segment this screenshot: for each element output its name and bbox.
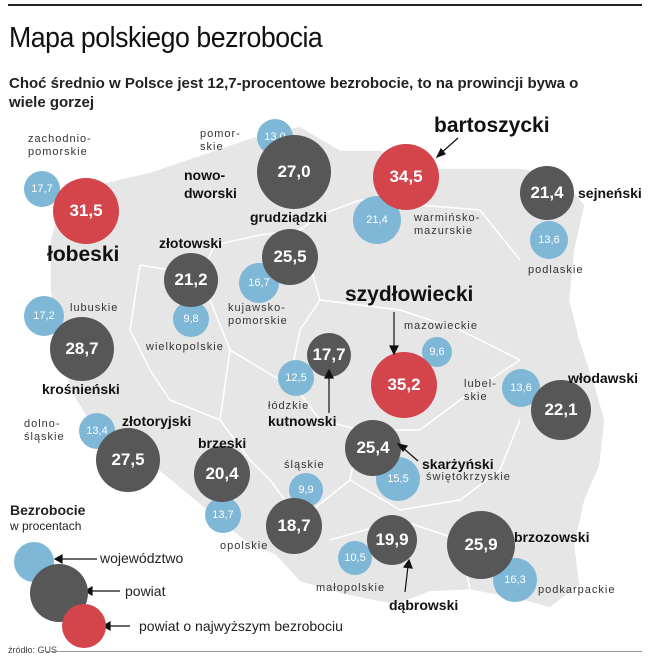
voivodeship-label-lubel-skie: lubel- skie (464, 378, 497, 403)
county-label-skarżyński: skarżyński (422, 456, 494, 472)
county-bubble-łobeski: 31,5 (53, 178, 119, 244)
voivodeship-label-podlaskie: podlaskie (528, 264, 584, 276)
voivodeship-label-mazowieckie: mazowieckie (404, 320, 478, 332)
voivodeship-label-zachodnio-pomorskie: zachodnio- pomorskie (28, 133, 92, 158)
bottom-rule (45, 651, 642, 652)
county-bubble-grudziądzki: 25,5 (262, 229, 318, 285)
county-bubble-bartoszycki: 34,5 (373, 144, 439, 210)
voivodeship-label-podkarpackie: podkarpackie (538, 584, 616, 596)
voivodeship-bubble-opolskie: 13,7 (205, 497, 241, 533)
voivodeship-label-lubuskie: lubuskie (70, 302, 119, 314)
county-bubble-włodawski: 22,1 (531, 380, 591, 440)
county-label-brzeski: brzeski (198, 435, 247, 451)
voivodeship-label-pomor-skie: pomor- skie (200, 128, 241, 153)
county-label-kutnowski: kutnowski (268, 413, 337, 429)
voivodeship-label-wielkopolskie: wielkopolskie (146, 341, 224, 353)
county-bubble-krośnieński: 28,7 (50, 317, 114, 381)
arrow-dabrowski (404, 565, 409, 593)
county-bubble-nowo-dworski: 27,0 (257, 135, 331, 209)
county-label-brzozowski: brzozowski (514, 529, 590, 545)
voivodeship-label-śląskie: śląskie (284, 459, 325, 471)
voivodeship-label-dolno-śląskie: dolno- śląskie (24, 418, 65, 443)
top-rule (8, 4, 642, 6)
county-label-bartoszycki: bartoszycki (434, 114, 550, 137)
county-bubble-sejneński: 21,4 (520, 166, 574, 220)
legend-head-max (101, 620, 111, 632)
arrow-head-bartoszycki (435, 147, 446, 159)
voivodeship-bubble-podlaskie: 13,6 (530, 221, 568, 259)
arrow-head-kutnowski (324, 368, 334, 379)
county-bubble-brzeski: 20,4 (194, 446, 250, 502)
legend-label-powiat-max: powiat o najwyższym bezrobociu (139, 618, 343, 634)
county-bubble-brzozowski: 25,9 (447, 511, 515, 579)
legend-title: Bezrobocie (10, 502, 86, 518)
region-borders (129, 199, 521, 591)
county-label-grudziądzki: grudziądzki (250, 209, 328, 225)
county-bubble-skarżyński: 25,4 (345, 420, 401, 476)
legend-label-powiat: powiat (125, 583, 166, 599)
page-title: Mapa polskiego bezrobocia (9, 22, 323, 54)
county-label-szydłowiecki: szydłowiecki (345, 283, 474, 306)
voivodeship-label-warmińsko-mazurskie: warmińsko- mazurskie (414, 212, 481, 237)
voivodeship-label-opolskie: opolskie (220, 540, 269, 552)
county-label-złotowski: złotowski (159, 235, 223, 251)
voivodeship-label-świętokrzyskie: świętokrzyskie (426, 471, 511, 483)
arrow-head-skarzynski (396, 443, 409, 452)
legend-bubble-powiat-max (62, 604, 106, 648)
county-label-łobeski: łobeski (47, 243, 120, 266)
voivodeship-bubble-małopolskie: 10,5 (338, 541, 372, 575)
county-label-dąbrowski: dąbrowski (389, 597, 459, 613)
county-label-włodawski: włodawski (568, 370, 639, 386)
county-bubble-unnamed-15: 18,7 (266, 498, 322, 554)
arrow-head-szydlowiecki (389, 345, 399, 356)
voivodeship-bubble-warmińsko-mazurskie: 21,4 (353, 196, 401, 244)
voivodeship-bubble-wielkopolskie: 9,8 (173, 301, 209, 337)
legend-head-powiat (83, 585, 93, 597)
county-label-krośnieński: krośnieński (42, 381, 120, 397)
county-label-nowo-dworski: nowo- dworski (184, 167, 237, 201)
voivodeship-bubble-łódzkie: 12,5 (278, 360, 314, 396)
voivodeship-label-kujawsko-pomorskie: kujawsko- pomorskie (228, 302, 288, 327)
county-label-złotoryjski: złotoryjski (122, 413, 192, 429)
legend-head-woj (53, 553, 63, 565)
county-bubble-szydłowiecki: 35,2 (371, 352, 437, 418)
voivodeship-label-łódzkie: łódzkie (268, 400, 310, 412)
legend-subtitle: w procentach (10, 519, 82, 533)
legend-label-wojewodztwo: województwo (100, 550, 184, 566)
page-subtitle: Choć średnio w Polsce jest 12,7-procento… (9, 75, 579, 111)
county-bubble-dąbrowski: 19,9 (367, 515, 417, 565)
county-label-sejneński: sejneński (578, 185, 642, 201)
county-bubble-złotowski: 21,2 (164, 253, 218, 307)
voivodeship-label-małopolskie: małopolskie (316, 582, 386, 594)
county-bubble-złotoryjski: 27,5 (96, 428, 160, 492)
source-note: źródło: GUS (8, 645, 58, 655)
arrow-head-dabrowski (402, 558, 413, 569)
